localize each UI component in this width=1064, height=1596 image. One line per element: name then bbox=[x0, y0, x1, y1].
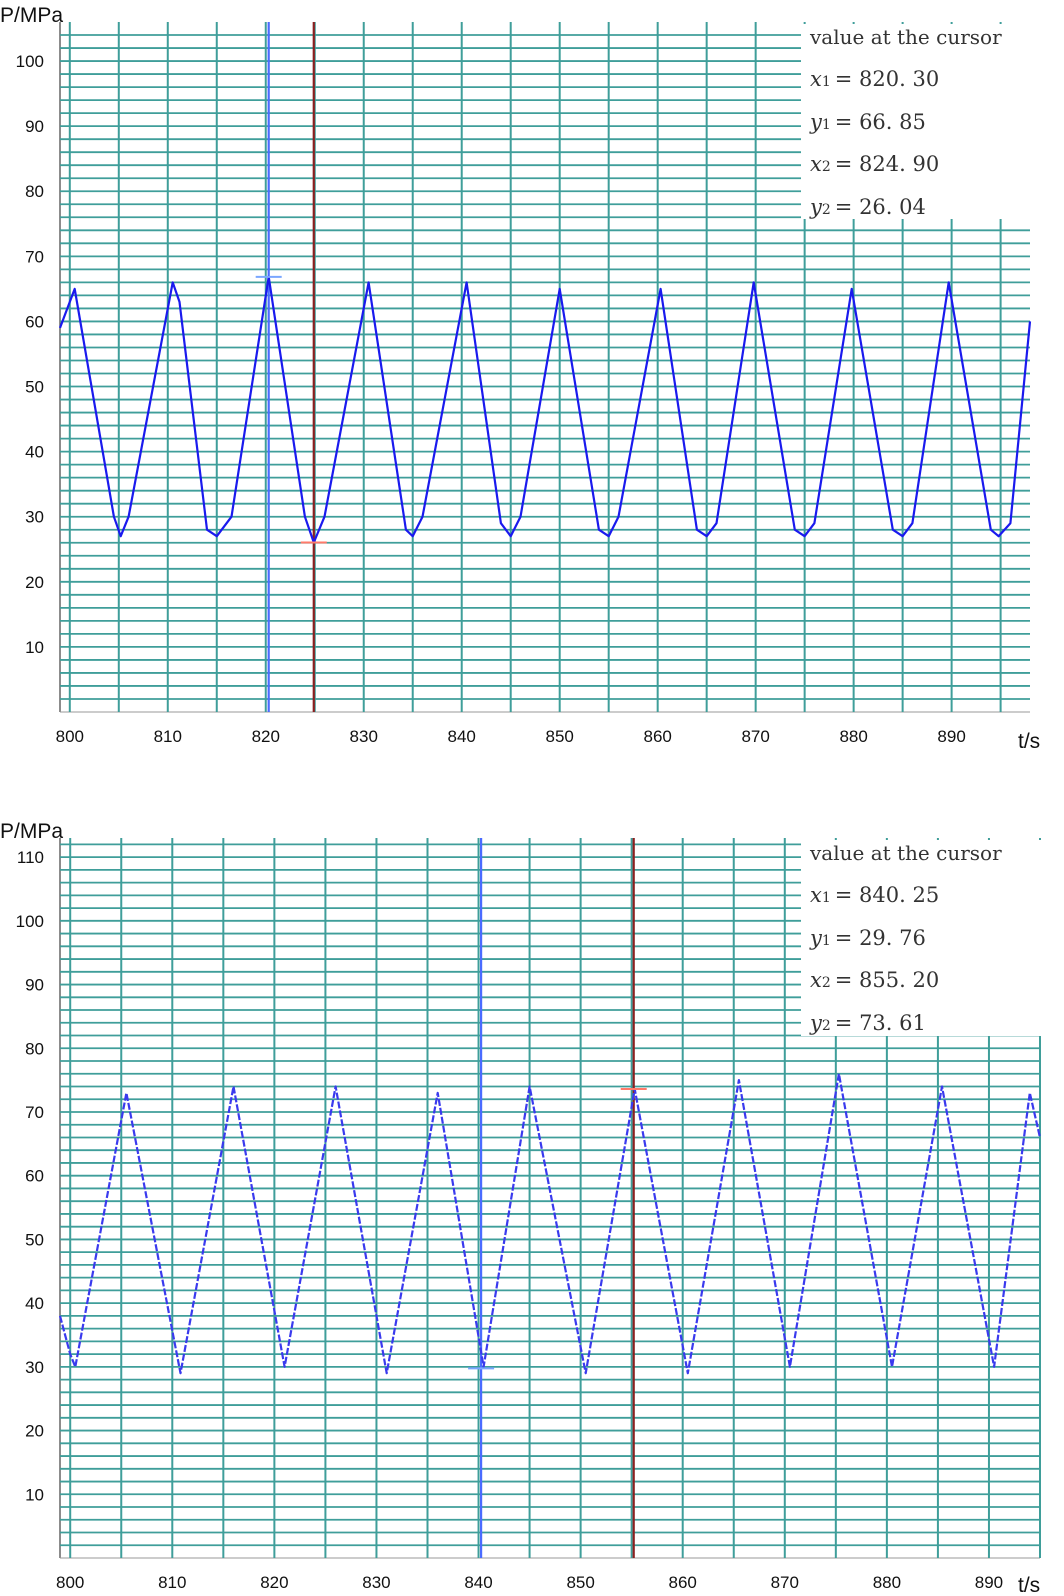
bottom-chart-cursor-markers bbox=[468, 1087, 647, 1370]
x-tick-label: 860 bbox=[643, 727, 671, 746]
x-tick-label: 890 bbox=[937, 727, 965, 746]
top-chart: 800 810 820 830 840 850 860 870 880 890 10 20 30 40 5… bbox=[0, 4, 1064, 753]
y-tick-label: 30 bbox=[25, 508, 44, 527]
top-readout-x1: x1 = 820. 30 bbox=[810, 67, 939, 91]
y-tick-label: 110 bbox=[17, 848, 44, 867]
bottom-chart-x-tick-labels: 800 810 820 830 840 850 860 870 880 890 bbox=[56, 1573, 1003, 1592]
x-tick-label: 880 bbox=[839, 727, 867, 746]
y-tick-label: 60 bbox=[25, 1167, 44, 1186]
bottom-readout-background bbox=[801, 840, 1064, 1036]
x-tick-label: 870 bbox=[741, 727, 769, 746]
top-chart-cursor-readout: value at the cursor x1 = 820. 30 y1 = 66. … bbox=[801, 24, 1064, 219]
y-tick-label: 50 bbox=[25, 1230, 44, 1249]
y-tick-label: 90 bbox=[25, 976, 44, 995]
top-chart-pressure-series bbox=[58, 275, 1032, 544]
bottom-chart-y-axis-label: P/MPa bbox=[0, 820, 63, 843]
bottom-chart-cursor-readout: value at the cursor x1 = 840. 25 y1 = 29. … bbox=[801, 840, 1064, 1036]
y-tick-label: 10 bbox=[25, 1485, 44, 1504]
bottom-readout-x2: x2 = 855. 20 bbox=[810, 968, 939, 992]
y-tick-label: 70 bbox=[25, 247, 44, 266]
x-tick-label: 880 bbox=[873, 1573, 901, 1592]
y-tick-label: 30 bbox=[25, 1358, 44, 1377]
top-chart-cursor-markers bbox=[255, 275, 327, 544]
top-readout-background bbox=[801, 24, 1064, 219]
top-chart-cursors bbox=[267, 22, 315, 712]
y-tick-label: 60 bbox=[25, 312, 44, 331]
x-tick-label: 830 bbox=[350, 727, 378, 746]
top-readout-title: value at the cursor bbox=[809, 25, 1002, 49]
top-chart-y-axis-label: P/MPa bbox=[0, 4, 63, 27]
y-tick-label: 20 bbox=[25, 1422, 44, 1441]
bottom-chart-y-tick-labels: 10 20 30 40 50 60 70 80 90 100 110 bbox=[16, 848, 44, 1504]
top-readout-x2: x2 = 824. 90 bbox=[810, 152, 939, 176]
y-tick-label: 50 bbox=[25, 378, 44, 397]
x-tick-label: 860 bbox=[669, 1573, 697, 1592]
y-tick-label: 80 bbox=[25, 182, 44, 201]
top-chart-y-tick-labels: 10 20 30 40 50 60 70 80 90 100 bbox=[16, 52, 44, 657]
x-tick-label: 800 bbox=[56, 1573, 84, 1592]
x-tick-label: 870 bbox=[771, 1573, 799, 1592]
y-tick-label: 90 bbox=[25, 117, 44, 136]
x-tick-label: 820 bbox=[260, 1573, 288, 1592]
x-tick-label: 840 bbox=[448, 727, 476, 746]
y-tick-label: 100 bbox=[16, 52, 44, 71]
y-tick-label: 10 bbox=[25, 638, 44, 657]
x-tick-label: 850 bbox=[546, 727, 574, 746]
top-chart-x-tick-labels: 800 810 820 830 840 850 860 870 880 890 bbox=[56, 727, 966, 746]
bottom-readout-y1: y1 = 29. 76 bbox=[809, 926, 926, 950]
bottom-readout-y2: y2 = 73. 61 bbox=[809, 1011, 926, 1035]
y-tick-label: 80 bbox=[25, 1039, 44, 1058]
bottom-readout-title: value at the cursor bbox=[809, 841, 1002, 865]
y-tick-label: 40 bbox=[25, 443, 44, 462]
x-tick-label: 800 bbox=[56, 727, 84, 746]
top-readout-y2: y2 = 26. 04 bbox=[809, 195, 926, 219]
x-tick-label: 840 bbox=[464, 1573, 492, 1592]
x-tick-label: 850 bbox=[566, 1573, 594, 1592]
bottom-chart-grid bbox=[59, 838, 1041, 1559]
bottom-chart-pressure-series bbox=[58, 1072, 1042, 1375]
y-tick-label: 100 bbox=[16, 912, 44, 931]
bottom-chart: 800 810 820 830 840 850 860 870 880 890 10 20 30 40 5… bbox=[0, 820, 1064, 1596]
bottom-readout-x1: x1 = 840. 25 bbox=[810, 883, 939, 907]
x-tick-label: 810 bbox=[158, 1573, 186, 1592]
bottom-chart-x-axis-label: t/s bbox=[1018, 1574, 1040, 1596]
x-tick-label: 810 bbox=[154, 727, 182, 746]
top-chart-x-axis-label: t/s bbox=[1018, 730, 1040, 753]
x-tick-label: 890 bbox=[975, 1573, 1003, 1592]
top-readout-y1: y1 = 66. 85 bbox=[809, 110, 926, 134]
x-tick-label: 830 bbox=[362, 1573, 390, 1592]
bottom-chart-cursors bbox=[479, 838, 635, 1558]
y-tick-label: 70 bbox=[25, 1103, 44, 1122]
x-tick-label: 820 bbox=[252, 727, 280, 746]
y-tick-label: 40 bbox=[25, 1294, 44, 1313]
y-tick-label: 20 bbox=[25, 573, 44, 592]
